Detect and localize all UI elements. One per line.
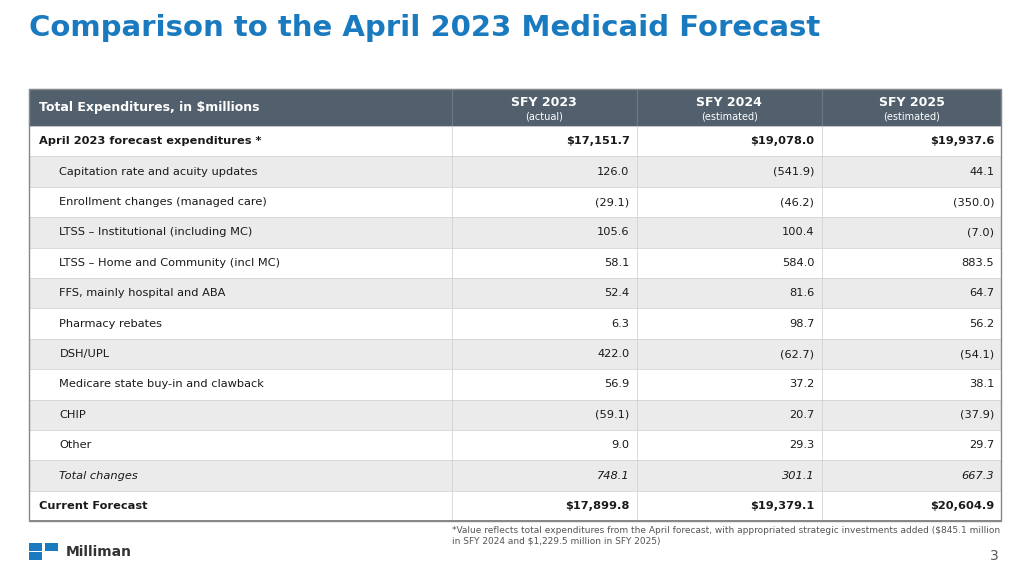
Text: (46.2): (46.2) (780, 197, 814, 207)
Text: CHIP: CHIP (59, 410, 86, 420)
Text: $19,379.1: $19,379.1 (751, 501, 814, 511)
Text: Capitation rate and acuity updates: Capitation rate and acuity updates (59, 166, 258, 177)
Text: (29.1): (29.1) (595, 197, 630, 207)
Text: 44.1: 44.1 (969, 166, 994, 177)
Text: SFY 2024: SFY 2024 (696, 96, 762, 109)
Text: 301.1: 301.1 (781, 471, 814, 480)
Text: 883.5: 883.5 (962, 258, 994, 268)
Text: $19,078.0: $19,078.0 (751, 136, 814, 146)
Text: 56.2: 56.2 (969, 319, 994, 329)
Text: $20,604.9: $20,604.9 (930, 501, 994, 511)
Text: 29.7: 29.7 (969, 440, 994, 450)
Text: 100.4: 100.4 (782, 228, 814, 237)
Text: 56.9: 56.9 (604, 380, 630, 389)
Text: 58.1: 58.1 (604, 258, 630, 268)
Text: Total Expenditures, in $millions: Total Expenditures, in $millions (39, 101, 259, 114)
Text: (actual): (actual) (525, 111, 563, 121)
Text: (37.9): (37.9) (961, 410, 994, 420)
Text: Enrollment changes (managed care): Enrollment changes (managed care) (59, 197, 267, 207)
Text: 37.2: 37.2 (790, 380, 814, 389)
Text: 126.0: 126.0 (597, 166, 630, 177)
Text: Total changes: Total changes (59, 471, 138, 480)
Text: (350.0): (350.0) (952, 197, 994, 207)
Text: (7.0): (7.0) (968, 228, 994, 237)
Text: 105.6: 105.6 (597, 228, 630, 237)
Text: April 2023 forecast expenditures *: April 2023 forecast expenditures * (39, 136, 261, 146)
Text: (estimated): (estimated) (700, 111, 758, 121)
Text: 6.3: 6.3 (611, 319, 630, 329)
Text: Medicare state buy-in and clawback: Medicare state buy-in and clawback (59, 380, 264, 389)
Text: 9.0: 9.0 (611, 440, 630, 450)
Text: $17,151.7: $17,151.7 (565, 136, 630, 146)
Text: (54.1): (54.1) (961, 349, 994, 359)
Text: 20.7: 20.7 (790, 410, 814, 420)
Text: Pharmacy rebates: Pharmacy rebates (59, 319, 163, 329)
Text: 52.4: 52.4 (604, 288, 630, 298)
Text: 584.0: 584.0 (782, 258, 814, 268)
Text: $17,899.8: $17,899.8 (565, 501, 630, 511)
Text: (541.9): (541.9) (773, 166, 814, 177)
Text: *Value reflects total expenditures from the April forecast, with appropriated st: *Value reflects total expenditures from … (452, 526, 1000, 545)
Text: Other: Other (59, 440, 92, 450)
Text: 64.7: 64.7 (969, 288, 994, 298)
Text: FFS, mainly hospital and ABA: FFS, mainly hospital and ABA (59, 288, 225, 298)
Text: 98.7: 98.7 (788, 319, 814, 329)
Text: 748.1: 748.1 (597, 471, 630, 480)
Text: 81.6: 81.6 (790, 288, 814, 298)
Text: LTSS – Home and Community (incl MC): LTSS – Home and Community (incl MC) (59, 258, 281, 268)
Text: (59.1): (59.1) (595, 410, 630, 420)
Text: 667.3: 667.3 (962, 471, 994, 480)
Text: 422.0: 422.0 (597, 349, 630, 359)
Text: $19,937.6: $19,937.6 (930, 136, 994, 146)
Text: Current Forecast: Current Forecast (39, 501, 147, 511)
Text: DSH/UPL: DSH/UPL (59, 349, 110, 359)
Text: Comparison to the April 2023 Medicaid Forecast: Comparison to the April 2023 Medicaid Fo… (29, 14, 820, 43)
Text: 29.3: 29.3 (790, 440, 814, 450)
Text: SFY 2023: SFY 2023 (511, 96, 578, 109)
Text: 3: 3 (989, 550, 998, 563)
Text: Milliman: Milliman (66, 544, 131, 559)
Text: (estimated): (estimated) (883, 111, 940, 121)
Text: 38.1: 38.1 (969, 380, 994, 389)
Text: SFY 2025: SFY 2025 (879, 96, 944, 109)
Text: LTSS – Institutional (including MC): LTSS – Institutional (including MC) (59, 228, 253, 237)
Text: (62.7): (62.7) (780, 349, 814, 359)
